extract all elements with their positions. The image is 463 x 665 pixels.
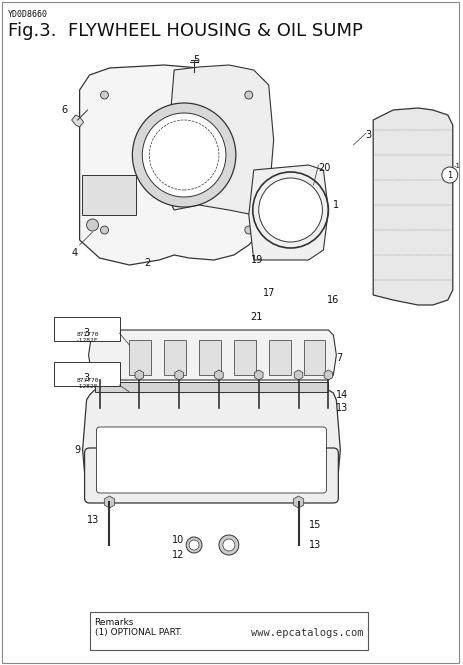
Text: 16: 16: [327, 295, 339, 305]
Bar: [304, 340, 325, 375]
Polygon shape: [373, 108, 453, 305]
Polygon shape: [164, 65, 274, 215]
Text: 14: 14: [336, 390, 349, 400]
Text: 20: 20: [319, 163, 331, 173]
Circle shape: [245, 226, 253, 234]
Circle shape: [142, 113, 226, 197]
Text: 3: 3: [365, 130, 371, 140]
Text: 12: 12: [172, 550, 184, 560]
Circle shape: [219, 535, 239, 555]
Polygon shape: [88, 330, 336, 380]
Bar: [269, 340, 291, 375]
Text: 5: 5: [193, 55, 199, 65]
Text: -1: -1: [454, 163, 461, 169]
Text: Remarks
(1) OPTIONAL PART.: Remarks (1) OPTIONAL PART.: [94, 618, 182, 637]
Text: 9: 9: [75, 445, 81, 455]
Circle shape: [189, 540, 199, 550]
Bar: [81, 175, 136, 215]
Text: Fig.3.  FLYWHEEL HOUSING & OIL SUMP: Fig.3. FLYWHEEL HOUSING & OIL SUMP: [8, 22, 363, 40]
Text: 877770
-1282F: 877770 -1282F: [76, 378, 99, 389]
Text: 6: 6: [62, 105, 68, 115]
Text: 4: 4: [72, 248, 78, 258]
Circle shape: [442, 167, 458, 183]
FancyBboxPatch shape: [85, 448, 338, 503]
FancyBboxPatch shape: [54, 317, 120, 341]
Circle shape: [223, 539, 235, 551]
Text: 7: 7: [336, 353, 343, 363]
Bar: [89, 612, 368, 650]
FancyBboxPatch shape: [96, 427, 326, 493]
Text: YD0D8660: YD0D8660: [8, 10, 48, 19]
Text: 21: 21: [250, 312, 263, 322]
Circle shape: [186, 537, 202, 553]
Circle shape: [245, 91, 253, 99]
Text: 15: 15: [308, 520, 321, 530]
Polygon shape: [94, 382, 328, 392]
Text: 2: 2: [144, 258, 150, 268]
Polygon shape: [80, 65, 264, 265]
Text: 877770
-1282F: 877770 -1282F: [76, 332, 99, 342]
Text: 13: 13: [336, 403, 349, 413]
Circle shape: [259, 178, 322, 242]
Text: 3: 3: [83, 373, 90, 383]
Circle shape: [87, 219, 99, 231]
Circle shape: [132, 103, 236, 207]
Bar: [129, 340, 151, 375]
Circle shape: [100, 91, 108, 99]
Text: 13: 13: [308, 540, 321, 550]
FancyBboxPatch shape: [54, 362, 120, 386]
Text: www.epcatalogs.com: www.epcatalogs.com: [251, 628, 363, 638]
Bar: [199, 340, 221, 375]
Text: 10: 10: [172, 535, 184, 545]
Bar: [164, 340, 186, 375]
Text: 19: 19: [250, 255, 263, 265]
Polygon shape: [72, 115, 84, 127]
Text: 17: 17: [263, 288, 275, 298]
Circle shape: [100, 226, 108, 234]
Text: 1: 1: [333, 200, 339, 210]
Text: 13: 13: [87, 515, 100, 525]
Text: 1: 1: [447, 170, 452, 180]
Bar: [234, 340, 256, 375]
Polygon shape: [82, 390, 340, 502]
Text: 3: 3: [83, 328, 90, 338]
Polygon shape: [249, 165, 328, 260]
